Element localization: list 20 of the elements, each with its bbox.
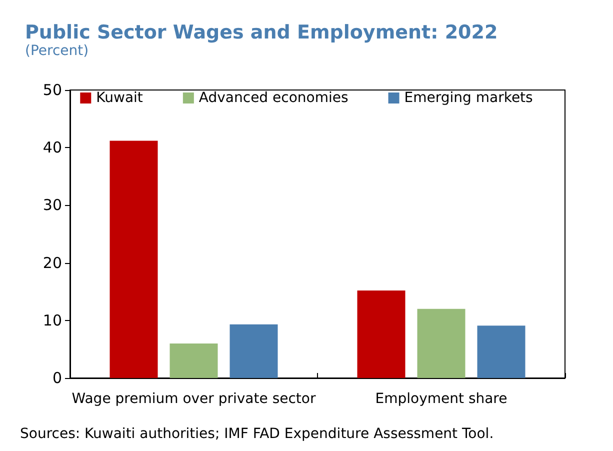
x-tick-label: Wage premium over private sector [72,391,316,407]
y-tick-label: 10 [42,311,62,330]
legend-label: Kuwait [96,90,144,106]
legend-label: Advanced economies [198,90,348,106]
bar [170,343,218,378]
bar [357,290,406,378]
legend-label: Emerging markets [404,90,533,106]
y-tick-label: 0 [52,369,62,387]
source-note: Sources: Kuwaiti authorities; IMF FAD Expenditure Assessment Tool. [20,426,494,442]
bar [230,324,278,378]
bar [110,140,158,378]
y-tick-label: 30 [42,196,62,214]
x-tick-label: Employment share [375,391,508,407]
y-tick-label: 50 [42,81,62,99]
bar [417,308,466,378]
y-tick-label: 20 [42,254,62,272]
chart-title: Public Sector Wages and Employment: 2022 [25,22,498,44]
bar [477,326,526,378]
y-tick-label: 40 [42,138,62,157]
chart-subtitle: (Percent) [25,43,89,59]
